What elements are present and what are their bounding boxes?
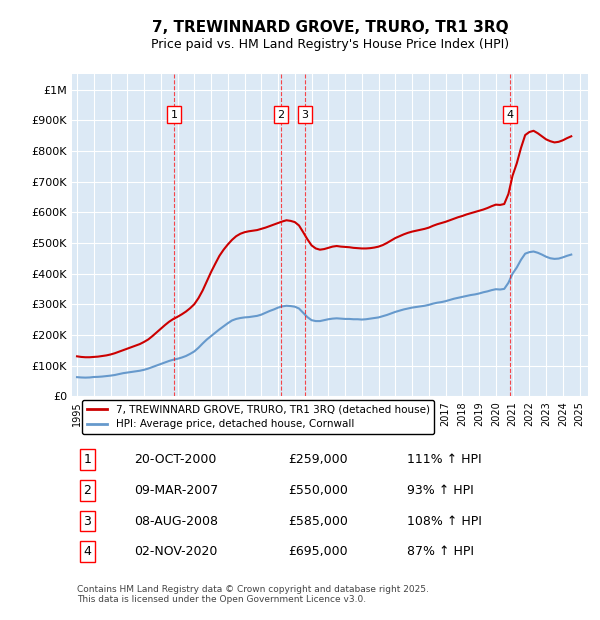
Text: 3: 3	[301, 110, 308, 120]
Text: 87% ↑ HPI: 87% ↑ HPI	[407, 545, 475, 558]
Text: 20-OCT-2000: 20-OCT-2000	[134, 453, 216, 466]
Text: 4: 4	[83, 545, 91, 558]
Text: 2: 2	[83, 484, 91, 497]
Text: Contains HM Land Registry data © Crown copyright and database right 2025.
This d: Contains HM Land Registry data © Crown c…	[77, 585, 429, 604]
Text: £585,000: £585,000	[289, 515, 349, 528]
Text: 08-AUG-2008: 08-AUG-2008	[134, 515, 218, 528]
Text: 111% ↑ HPI: 111% ↑ HPI	[407, 453, 482, 466]
Text: £695,000: £695,000	[289, 545, 349, 558]
Text: 1: 1	[83, 453, 91, 466]
Legend: 7, TREWINNARD GROVE, TRURO, TR1 3RQ (detached house), HPI: Average price, detach: 7, TREWINNARD GROVE, TRURO, TR1 3RQ (det…	[82, 400, 434, 433]
Text: 7, TREWINNARD GROVE, TRURO, TR1 3RQ: 7, TREWINNARD GROVE, TRURO, TR1 3RQ	[152, 20, 508, 35]
Text: £259,000: £259,000	[289, 453, 349, 466]
Text: 09-MAR-2007: 09-MAR-2007	[134, 484, 218, 497]
Text: 108% ↑ HPI: 108% ↑ HPI	[407, 515, 482, 528]
Text: 2: 2	[278, 110, 284, 120]
Text: 3: 3	[83, 515, 91, 528]
Text: 93% ↑ HPI: 93% ↑ HPI	[407, 484, 474, 497]
Text: £550,000: £550,000	[289, 484, 349, 497]
Text: 4: 4	[506, 110, 514, 120]
Text: 1: 1	[170, 110, 178, 120]
Text: 02-NOV-2020: 02-NOV-2020	[134, 545, 217, 558]
Text: Price paid vs. HM Land Registry's House Price Index (HPI): Price paid vs. HM Land Registry's House …	[151, 38, 509, 51]
